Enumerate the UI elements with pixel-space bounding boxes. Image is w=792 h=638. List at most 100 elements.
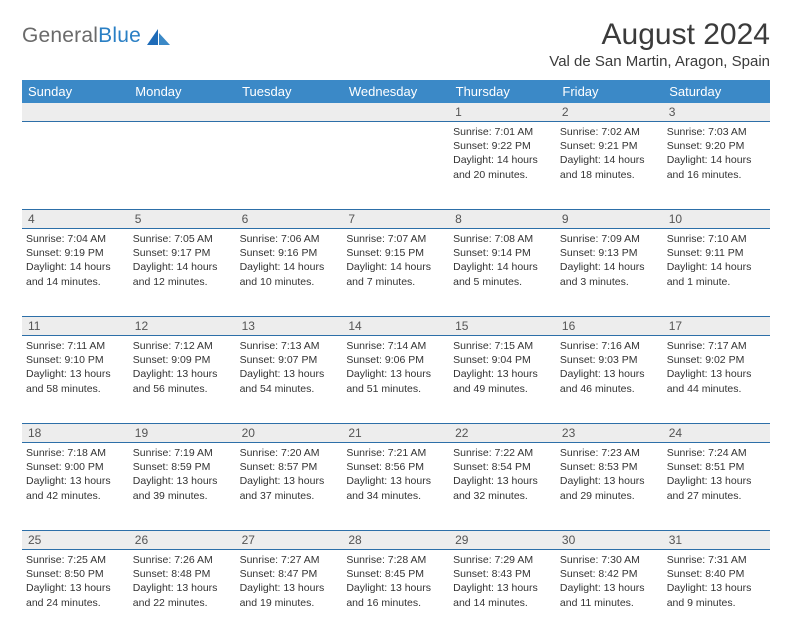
- day-detail: Sunrise: 7:26 AMSunset: 8:48 PMDaylight:…: [133, 553, 232, 610]
- sunrise-line: Sunrise: 7:29 AM: [453, 553, 552, 567]
- day-detail: Sunrise: 7:07 AMSunset: 9:15 PMDaylight:…: [346, 232, 445, 289]
- sunrise-line: Sunrise: 7:31 AM: [667, 553, 766, 567]
- day-number-row: 123: [22, 103, 770, 122]
- daylight-line: Daylight: 14 hours and 12 minutes.: [133, 260, 232, 288]
- sunset-line: Sunset: 8:53 PM: [560, 460, 659, 474]
- location-line: Val de San Martin, Aragon, Spain: [549, 53, 770, 70]
- daylight-line: Daylight: 13 hours and 14 minutes.: [453, 581, 552, 609]
- sunset-line: Sunset: 9:09 PM: [133, 353, 232, 367]
- day-detail: Sunrise: 7:13 AMSunset: 9:07 PMDaylight:…: [240, 339, 339, 396]
- calendar-day-cell: Sunrise: 7:18 AMSunset: 9:00 PMDaylight:…: [22, 443, 129, 531]
- calendar-day-cell: Sunrise: 7:06 AMSunset: 9:16 PMDaylight:…: [236, 229, 343, 317]
- daylight-line: Daylight: 13 hours and 39 minutes.: [133, 474, 232, 502]
- sunrise-line: Sunrise: 7:09 AM: [560, 232, 659, 246]
- daylight-line: Daylight: 13 hours and 49 minutes.: [453, 367, 552, 395]
- sunset-line: Sunset: 8:42 PM: [560, 567, 659, 581]
- calendar-day-cell: Sunrise: 7:19 AMSunset: 8:59 PMDaylight:…: [129, 443, 236, 531]
- day-detail: Sunrise: 7:15 AMSunset: 9:04 PMDaylight:…: [453, 339, 552, 396]
- daylight-line: Daylight: 14 hours and 16 minutes.: [667, 153, 766, 181]
- title-block: August 2024 Val de San Martin, Aragon, S…: [549, 18, 770, 70]
- sunset-line: Sunset: 8:54 PM: [453, 460, 552, 474]
- sunrise-line: Sunrise: 7:25 AM: [26, 553, 125, 567]
- sunrise-line: Sunrise: 7:20 AM: [240, 446, 339, 460]
- sunrise-line: Sunrise: 7:07 AM: [346, 232, 445, 246]
- day-header: Friday: [556, 80, 663, 103]
- day-detail: Sunrise: 7:25 AMSunset: 8:50 PMDaylight:…: [26, 553, 125, 610]
- brand-sail-icon: [145, 25, 171, 47]
- sunset-line: Sunset: 8:51 PM: [667, 460, 766, 474]
- day-detail: Sunrise: 7:19 AMSunset: 8:59 PMDaylight:…: [133, 446, 232, 503]
- daylight-line: Daylight: 13 hours and 29 minutes.: [560, 474, 659, 502]
- calendar-day-cell: Sunrise: 7:10 AMSunset: 9:11 PMDaylight:…: [663, 229, 770, 317]
- day-number-cell: 5: [129, 210, 236, 229]
- calendar-day-cell: Sunrise: 7:02 AMSunset: 9:21 PMDaylight:…: [556, 122, 663, 210]
- daylight-line: Daylight: 13 hours and 42 minutes.: [26, 474, 125, 502]
- day-detail: Sunrise: 7:06 AMSunset: 9:16 PMDaylight:…: [240, 232, 339, 289]
- sunset-line: Sunset: 9:07 PM: [240, 353, 339, 367]
- calendar-day-cell: Sunrise: 7:17 AMSunset: 9:02 PMDaylight:…: [663, 336, 770, 424]
- day-detail: Sunrise: 7:11 AMSunset: 9:10 PMDaylight:…: [26, 339, 125, 396]
- calendar-day-cell: Sunrise: 7:12 AMSunset: 9:09 PMDaylight:…: [129, 336, 236, 424]
- sunrise-line: Sunrise: 7:13 AM: [240, 339, 339, 353]
- sunset-line: Sunset: 9:13 PM: [560, 246, 659, 260]
- daylight-line: Daylight: 14 hours and 18 minutes.: [560, 153, 659, 181]
- calendar-day-cell: [236, 122, 343, 210]
- calendar-week-row: Sunrise: 7:18 AMSunset: 9:00 PMDaylight:…: [22, 443, 770, 531]
- sunrise-line: Sunrise: 7:02 AM: [560, 125, 659, 139]
- brand-word-2: Blue: [98, 24, 141, 47]
- sunrise-line: Sunrise: 7:28 AM: [346, 553, 445, 567]
- day-header-row: Sunday Monday Tuesday Wednesday Thursday…: [22, 80, 770, 103]
- sunrise-line: Sunrise: 7:19 AM: [133, 446, 232, 460]
- daylight-line: Daylight: 14 hours and 5 minutes.: [453, 260, 552, 288]
- daylight-line: Daylight: 13 hours and 22 minutes.: [133, 581, 232, 609]
- calendar-day-cell: Sunrise: 7:09 AMSunset: 9:13 PMDaylight:…: [556, 229, 663, 317]
- calendar-week-row: Sunrise: 7:01 AMSunset: 9:22 PMDaylight:…: [22, 122, 770, 210]
- sunset-line: Sunset: 8:40 PM: [667, 567, 766, 581]
- daylight-line: Daylight: 13 hours and 32 minutes.: [453, 474, 552, 502]
- calendar-day-cell: Sunrise: 7:16 AMSunset: 9:03 PMDaylight:…: [556, 336, 663, 424]
- day-header: Monday: [129, 80, 236, 103]
- calendar-day-cell: Sunrise: 7:13 AMSunset: 9:07 PMDaylight:…: [236, 336, 343, 424]
- daylight-line: Daylight: 14 hours and 3 minutes.: [560, 260, 659, 288]
- day-header: Sunday: [22, 80, 129, 103]
- sunrise-line: Sunrise: 7:30 AM: [560, 553, 659, 567]
- sunset-line: Sunset: 9:02 PM: [667, 353, 766, 367]
- daylight-line: Daylight: 13 hours and 54 minutes.: [240, 367, 339, 395]
- daylight-line: Daylight: 14 hours and 14 minutes.: [26, 260, 125, 288]
- daylight-line: Daylight: 14 hours and 10 minutes.: [240, 260, 339, 288]
- daylight-line: Daylight: 13 hours and 11 minutes.: [560, 581, 659, 609]
- day-number-cell: 15: [449, 317, 556, 336]
- sunrise-line: Sunrise: 7:04 AM: [26, 232, 125, 246]
- day-detail: Sunrise: 7:04 AMSunset: 9:19 PMDaylight:…: [26, 232, 125, 289]
- sunrise-line: Sunrise: 7:08 AM: [453, 232, 552, 246]
- sunset-line: Sunset: 8:43 PM: [453, 567, 552, 581]
- calendar-day-cell: Sunrise: 7:27 AMSunset: 8:47 PMDaylight:…: [236, 550, 343, 638]
- day-number-row: 18192021222324: [22, 424, 770, 443]
- day-number-cell: 2: [556, 103, 663, 122]
- day-detail: Sunrise: 7:16 AMSunset: 9:03 PMDaylight:…: [560, 339, 659, 396]
- day-number-cell: 1: [449, 103, 556, 122]
- calendar-day-cell: Sunrise: 7:25 AMSunset: 8:50 PMDaylight:…: [22, 550, 129, 638]
- sunrise-line: Sunrise: 7:23 AM: [560, 446, 659, 460]
- day-detail: Sunrise: 7:05 AMSunset: 9:17 PMDaylight:…: [133, 232, 232, 289]
- daylight-line: Daylight: 13 hours and 58 minutes.: [26, 367, 125, 395]
- sunrise-line: Sunrise: 7:18 AM: [26, 446, 125, 460]
- day-number-cell: 31: [663, 531, 770, 550]
- sunrise-line: Sunrise: 7:10 AM: [667, 232, 766, 246]
- day-number-cell: [342, 103, 449, 122]
- brand-word-1: General: [22, 24, 98, 47]
- calendar-day-cell: Sunrise: 7:08 AMSunset: 9:14 PMDaylight:…: [449, 229, 556, 317]
- sunset-line: Sunset: 8:50 PM: [26, 567, 125, 581]
- daylight-line: Daylight: 13 hours and 56 minutes.: [133, 367, 232, 395]
- calendar-day-cell: Sunrise: 7:04 AMSunset: 9:19 PMDaylight:…: [22, 229, 129, 317]
- calendar-week-row: Sunrise: 7:25 AMSunset: 8:50 PM Daylight:…: [22, 550, 770, 638]
- day-number-cell: 30: [556, 531, 663, 550]
- daylight-line: Daylight: 13 hours and 34 minutes.: [346, 474, 445, 502]
- calendar-day-cell: Sunrise: 7:22 AMSunset: 8:54 PMDaylight:…: [449, 443, 556, 531]
- day-number-cell: 28: [342, 531, 449, 550]
- sunrise-line: Sunrise: 7:06 AM: [240, 232, 339, 246]
- calendar-day-cell: Sunrise: 7:23 AMSunset: 8:53 PMDaylight:…: [556, 443, 663, 531]
- sunrise-line: Sunrise: 7:03 AM: [667, 125, 766, 139]
- day-number-row: 45678910: [22, 210, 770, 229]
- day-number-cell: 23: [556, 424, 663, 443]
